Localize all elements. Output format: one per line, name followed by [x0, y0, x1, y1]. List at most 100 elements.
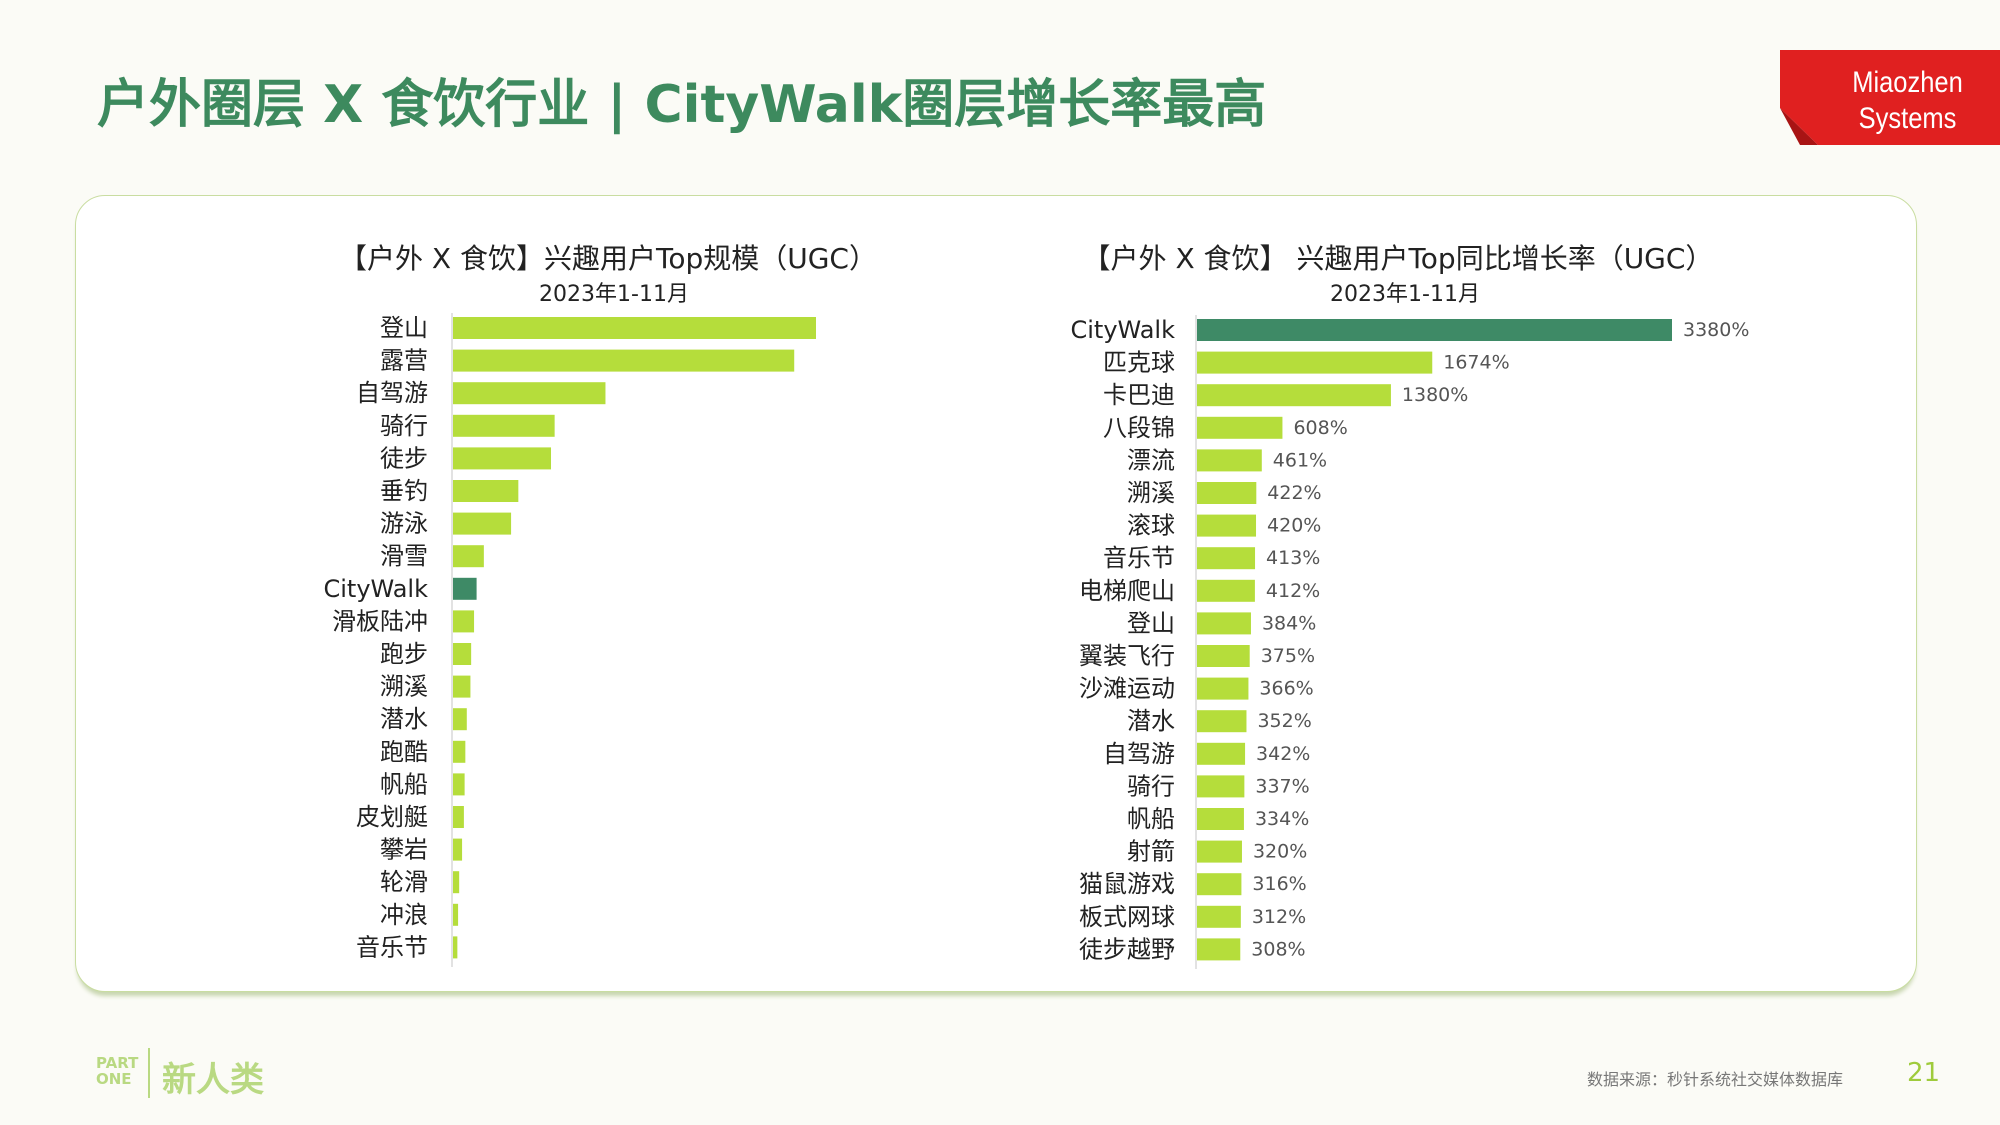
chart-0-bar — [453, 708, 467, 731]
logo-line2: Systems — [1859, 101, 1957, 134]
right-chart-title: 【户外 X 食饮】 兴趣用户Top同比增长率（UGC） — [1082, 242, 1714, 275]
chart-1-category-label: 音乐节 — [1103, 544, 1175, 572]
chart-1-bar — [1197, 319, 1672, 341]
chart-1-value-label: 1380% — [1402, 384, 1468, 406]
chart-1-value-label: 412% — [1266, 580, 1320, 602]
chart-1-bar — [1197, 579, 1255, 602]
chart-0-bar — [453, 512, 512, 535]
chart-0-bar — [453, 740, 466, 763]
right-chart-subtitle: 2023年1-11月 — [1330, 282, 1480, 307]
chart-1-value-label: 342% — [1256, 743, 1310, 765]
chart-1-value-label: 320% — [1253, 841, 1307, 863]
chart-0-category-label: 登山 — [380, 314, 428, 342]
chart-0-category-label: 跑步 — [380, 640, 428, 668]
chart-0-bar — [453, 414, 555, 437]
chart-0-bar — [453, 447, 552, 470]
chart-0-bar — [453, 838, 463, 861]
chart-1-value-label: 420% — [1267, 515, 1321, 537]
chart-1-category-label: 滚球 — [1127, 512, 1175, 540]
chart-1-value-label: 413% — [1266, 547, 1320, 569]
chart-0-category-label: 游泳 — [380, 510, 428, 538]
chart-0-bar — [453, 643, 472, 665]
chart-1-category-label: 射箭 — [1127, 838, 1175, 866]
logo-line1: Miaozhen — [1852, 65, 1963, 98]
chart-1-category-label: 匹克球 — [1103, 349, 1175, 377]
chart-0-category-label: 滑雪 — [380, 542, 428, 570]
chart-1-bar — [1197, 547, 1256, 570]
chart-0-category-label: 滑板陆冲 — [332, 607, 428, 635]
chart-0-category-label: 帆船 — [380, 770, 428, 798]
left-chart-title: 【户外 X 食饮】兴趣用户Top规模（UGC） — [339, 242, 877, 275]
chart-1-category-label: 登山 — [1127, 609, 1175, 637]
chart-1-bar — [1197, 449, 1262, 472]
chart-1-bar — [1197, 677, 1249, 700]
chart-1-bar — [1197, 710, 1247, 733]
chart-0-category-label: 皮划艇 — [356, 803, 428, 831]
chart-1-value-label: 312% — [1252, 906, 1306, 928]
chart-1-value-label: 375% — [1261, 645, 1315, 667]
chart-1-category-label: 翼装飞行 — [1079, 642, 1175, 670]
chart-0-bar — [453, 610, 475, 633]
chart-1-category-label: 帆船 — [1127, 805, 1175, 833]
chart-1-category-label: 电梯爬山 — [1079, 577, 1175, 605]
chart-0-category-label: 骑行 — [380, 412, 428, 440]
chart-1-bar — [1197, 645, 1250, 667]
chart-1-category-label: 猫鼠游戏 — [1079, 870, 1175, 898]
chart-1-category-label: 自驾游 — [1103, 740, 1175, 768]
chart-1-category-label: 八段锦 — [1103, 414, 1175, 442]
chart-0-bar — [453, 806, 464, 828]
footer-part-label: PART ONE — [96, 1054, 139, 1088]
chart-1-bar — [1197, 905, 1241, 928]
chart-0-category-label: 潜水 — [380, 705, 428, 733]
footer-section-title: 新人类 — [162, 1060, 264, 1100]
chart-1-category-label: 沙滩运动 — [1079, 675, 1175, 703]
chart-1-bar — [1197, 808, 1244, 830]
chart-0-bar — [453, 382, 606, 405]
chart-1-bar — [1197, 742, 1246, 765]
chart-1-value-label: 308% — [1251, 938, 1305, 960]
chart-0-bar — [453, 773, 465, 796]
chart-0-bar — [453, 675, 471, 698]
chart-1-bar — [1197, 612, 1251, 635]
chart-0-category-label: 攀岩 — [380, 836, 428, 864]
chart-0-bar — [453, 903, 459, 926]
chart-0-category-label: 自驾游 — [356, 379, 428, 407]
chart-1-value-label: 334% — [1255, 808, 1309, 830]
miaozhen-logo: Miaozhen Systems — [1780, 50, 2000, 145]
chart-0-bar — [453, 545, 484, 568]
chart-1-value-label: 366% — [1259, 678, 1313, 700]
chart-0-category-label: 露营 — [380, 347, 428, 375]
footer-divider — [148, 1048, 150, 1098]
chart-1-category-label: 溯溪 — [1127, 479, 1175, 507]
chart-0-bar — [453, 349, 795, 372]
chart-1-category-label: 板式网球 — [1079, 903, 1175, 931]
chart-1-value-label: 422% — [1267, 482, 1321, 504]
chart-0-bar — [453, 480, 519, 502]
chart-1-category-label: 卡巴迪 — [1103, 381, 1175, 409]
chart-0-category-label: 跑酷 — [380, 738, 428, 766]
chart-1-category-label: CityWalk — [1070, 316, 1175, 344]
chart-1-value-label: 3380% — [1683, 319, 1749, 341]
chart-0-bar — [453, 936, 458, 959]
chart-1-bar — [1197, 775, 1245, 798]
chart-0-category-label: CityWalk — [323, 575, 428, 603]
page-title: 户外圈层 X 食饮行业 | CityWalk圈层增长率最高 — [97, 75, 1267, 135]
chart-1-bar — [1197, 416, 1283, 439]
left-chart-subtitle: 2023年1-11月 — [539, 282, 689, 307]
chart-0-category-label: 音乐节 — [356, 933, 428, 961]
chart-1-value-label: 1674% — [1443, 352, 1509, 374]
chart-1-value-label: 337% — [1255, 775, 1309, 797]
chart-1-bar — [1197, 514, 1257, 537]
chart-1-bar — [1197, 482, 1257, 504]
chart-0-category-label: 徒步 — [380, 444, 428, 472]
chart-0-bar — [453, 577, 477, 600]
chart-0-category-label: 冲浪 — [380, 901, 428, 929]
chart-1-value-label: 316% — [1252, 873, 1306, 895]
footer-source: 数据来源：秒针系统社交媒体数据库 — [1587, 1070, 1844, 1089]
chart-0-bar — [453, 871, 460, 894]
chart-1-bar — [1197, 384, 1391, 407]
chart-0-category-label: 垂钓 — [380, 477, 428, 505]
chart-1-bar — [1197, 938, 1241, 961]
chart-1-category-label: 漂流 — [1127, 446, 1175, 474]
